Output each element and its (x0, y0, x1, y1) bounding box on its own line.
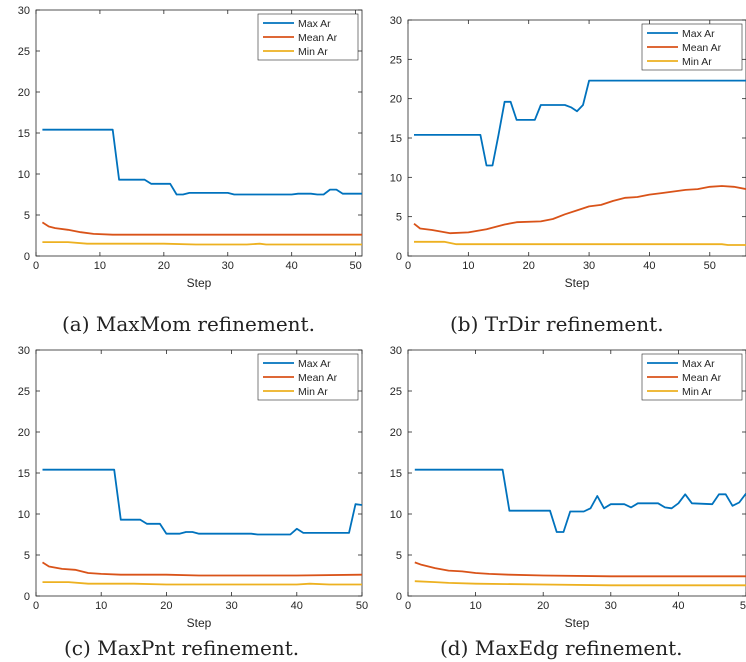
legend-label: Max Ar (298, 358, 331, 370)
series-line-max (42, 128, 362, 196)
chart-panel-a: 0 10 20 30 40 50 0 5 10 15 20 25 30 Step Max Ar Mean Ar… (0, 0, 368, 300)
x-tick-label: 10 (94, 260, 106, 272)
y-tick-label: 0 (396, 251, 402, 263)
series-line-mean (42, 561, 362, 577)
caption-a: (a) MaxMom refinement. (62, 312, 315, 336)
y-tick-label: 25 (390, 54, 402, 66)
series-line-mean (414, 561, 746, 578)
chart-svg: 0 10 20 30 40 50 0 5 10 15 20 25 30 Step Max Ar Mean Ar… (390, 15, 746, 290)
legend-label: Min Ar (298, 386, 328, 398)
chart-svg: 0 10 20 30 40 50 0 5 10 15 20 25 30 Step Max Ar Mean Ar… (18, 5, 363, 290)
x-tick-label: 0 (405, 600, 411, 612)
x-tick-label: 50 (349, 260, 361, 272)
y-tick-label: 0 (24, 251, 30, 263)
legend-label: Max Ar (682, 28, 715, 40)
chart-svg: 0 10 20 30 40 50 0 5 10 15 20 25 30 Step Max Ar Mean Ar… (18, 345, 368, 630)
series-line-max (414, 468, 746, 533)
y-tick-label: 20 (18, 87, 30, 99)
y-tick-label: 20 (18, 427, 30, 439)
x-tick-label: 10 (95, 600, 107, 612)
x-tick-label: 0 (33, 260, 39, 272)
y-tick-label: 5 (396, 212, 402, 224)
x-axis-label: Step (565, 276, 590, 290)
series-line-max (414, 79, 746, 167)
y-tick-label: 0 (396, 591, 402, 603)
series-group (414, 468, 746, 587)
y-tick-label: 30 (18, 5, 30, 17)
series-line-min (414, 580, 746, 587)
y-tick-label: 20 (390, 94, 402, 106)
x-tick-label: 10 (469, 600, 481, 612)
y-tick-label: 10 (18, 169, 30, 181)
y-tick-label: 10 (18, 509, 30, 521)
y-tick-label: 15 (390, 133, 402, 145)
chart-panel-b: 0 10 20 30 40 50 0 5 10 15 20 25 30 Step Max Ar Mean Ar… (368, 0, 746, 300)
legend-label: Mean Ar (682, 42, 722, 54)
y-tick-label: 30 (390, 345, 402, 357)
legend-label: Mean Ar (298, 372, 338, 384)
caption-d: (d) MaxEdg refinement. (440, 636, 683, 660)
x-tick-label: 30 (605, 600, 617, 612)
x-tick-label: 20 (537, 600, 549, 612)
legend-label: Min Ar (298, 46, 328, 58)
y-tick-label: 5 (24, 210, 30, 222)
y-tick-label: 15 (18, 128, 30, 140)
legend-label: Min Ar (682, 56, 712, 68)
y-tick-label: 25 (18, 46, 30, 58)
series-line-min (414, 240, 746, 246)
x-tick-label: 30 (222, 260, 234, 272)
y-tick-label: 25 (390, 386, 402, 398)
x-tick-label: 0 (33, 600, 39, 612)
y-tick-label: 5 (24, 550, 30, 562)
chart-panel-c: 0 10 20 30 40 50 0 5 10 15 20 25 30 Step Max Ar Mean Ar… (0, 340, 368, 640)
series-group (413, 79, 746, 246)
y-tick-label: 10 (390, 509, 402, 521)
y-tick-label: 25 (18, 386, 30, 398)
x-tick-label: 20 (158, 260, 170, 272)
x-tick-label: 50 (740, 600, 746, 612)
legend-label: Mean Ar (682, 372, 722, 384)
x-tick-label: 0 (405, 260, 411, 272)
series-line-min (42, 581, 362, 586)
x-tick-label: 20 (523, 260, 535, 272)
x-axis-label: Step (187, 616, 212, 630)
legend-label: Max Ar (682, 358, 715, 370)
chart-panel-d: 0 10 20 30 40 50 0 5 10 15 20 25 30 Step Max Ar Mean Ar… (368, 340, 746, 640)
x-tick-label: 40 (643, 260, 655, 272)
x-tick-label: 10 (462, 260, 474, 272)
caption-b: (b) TrDir refinement. (450, 312, 664, 336)
x-tick-label: 40 (291, 600, 303, 612)
y-tick-label: 0 (24, 591, 30, 603)
series-group (42, 468, 362, 586)
caption-c: (c) MaxPnt refinement. (64, 636, 300, 660)
series-line-mean (41, 221, 362, 236)
series-line-max (42, 468, 362, 536)
y-tick-label: 15 (390, 468, 402, 480)
legend-label: Max Ar (298, 18, 331, 30)
x-tick-label: 50 (704, 260, 716, 272)
y-tick-label: 15 (18, 468, 30, 480)
x-tick-label: 30 (583, 260, 595, 272)
y-tick-label: 30 (390, 15, 402, 27)
y-tick-label: 30 (18, 345, 30, 357)
series-group (41, 128, 362, 246)
x-tick-label: 40 (672, 600, 684, 612)
legend-label: Min Ar (682, 386, 712, 398)
x-tick-label: 30 (225, 600, 237, 612)
series-line-min (42, 241, 362, 246)
chart-svg: 0 10 20 30 40 50 0 5 10 15 20 25 30 Step Max Ar Mean Ar… (390, 345, 746, 630)
y-tick-label: 5 (396, 550, 402, 562)
x-tick-label: 50 (356, 600, 368, 612)
x-axis-label: Step (565, 616, 590, 630)
x-axis-label: Step (187, 276, 212, 290)
series-line-mean (413, 185, 746, 235)
legend-label: Mean Ar (298, 32, 338, 44)
x-tick-label: 40 (286, 260, 298, 272)
y-tick-label: 20 (390, 427, 402, 439)
y-tick-label: 10 (390, 172, 402, 184)
x-tick-label: 20 (160, 600, 172, 612)
